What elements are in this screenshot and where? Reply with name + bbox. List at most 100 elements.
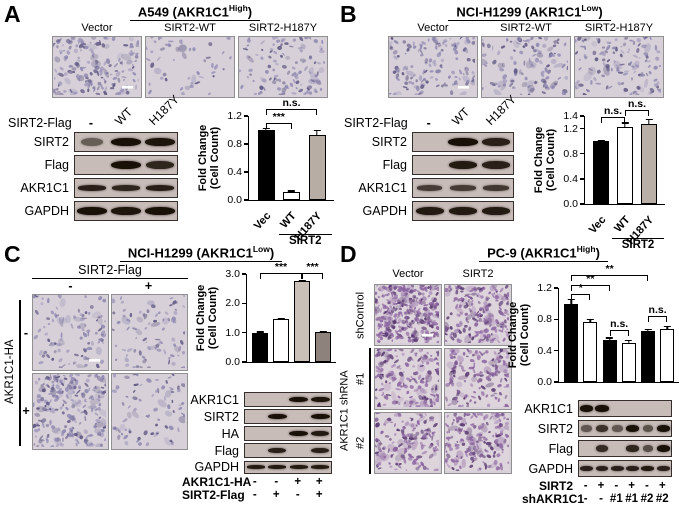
y-tick-label: 0.4 <box>537 344 552 357</box>
bar <box>308 134 326 200</box>
protein-band <box>289 430 309 437</box>
blot-target-label: Flag <box>44 158 69 172</box>
col-sign-minus: - <box>68 279 73 293</box>
blot-strip <box>244 392 332 407</box>
blot-lane <box>656 421 671 436</box>
blot-lane-header: H187Y <box>479 92 519 130</box>
title-superscript: High <box>576 244 596 254</box>
blot-lane <box>579 441 594 456</box>
blot-strip <box>412 132 514 152</box>
bar-chart-C: Fold Change (Cell Count) 0.0 1.0 2.0 3.0 *** **… <box>194 258 336 367</box>
y-axis-label-line: (Cell Count) <box>209 126 221 190</box>
y-tick-mark <box>579 178 584 180</box>
blot-lane-header: H187Y <box>142 92 182 130</box>
title-text: A549 (AKR1C1 <box>137 4 229 20</box>
significance-bracket: *** <box>260 261 302 280</box>
blot-row: GAPDH <box>344 201 514 221</box>
western-blot-A: SIRT2-Flag - WT H187Y SIRT2 Flag AKR1C1 GAPDH <box>8 92 182 224</box>
blot-strip <box>244 443 332 458</box>
significance-label: n.s. <box>603 105 623 118</box>
micrograph-ha-plus-flag-minus <box>32 373 109 450</box>
blot-lane <box>656 401 671 416</box>
blot-lane <box>640 401 655 416</box>
bar <box>602 340 617 382</box>
blot-row: SIRT2 <box>8 132 178 152</box>
significance-bracket: * <box>571 282 591 301</box>
blot-lane <box>75 202 109 220</box>
blot-target-label: SIRT2 <box>537 421 573 436</box>
bar <box>641 331 655 382</box>
significance-label: *** <box>272 111 285 123</box>
column-signs: - + <box>32 279 188 293</box>
blot-row: AKR1C1 <box>344 178 514 198</box>
y-axis-label-line: (Cell Count) <box>207 286 219 350</box>
y-tick-label: 0.0 <box>225 356 240 368</box>
blot-lane <box>625 421 640 436</box>
condition-sign: - <box>252 476 257 488</box>
row-group-line <box>19 300 21 446</box>
row-group-label-akr1c1-shrna: AKR1C1 shRNA <box>338 370 351 452</box>
micrograph-ha-plus-flag-plus <box>111 373 188 450</box>
row-group-line <box>369 348 371 474</box>
y-tick-mark <box>241 331 246 334</box>
blot-target-label: AKR1C1 <box>190 392 239 407</box>
error-bar <box>600 139 602 142</box>
title-text: ) <box>247 4 253 20</box>
blot-lane <box>288 462 310 473</box>
micrograph-sh1-sirt2 <box>444 348 512 410</box>
error-bar <box>624 122 626 128</box>
x-group-label: SIRT2 <box>612 238 664 251</box>
blot-row: Flag <box>522 440 672 457</box>
title-superscript: Low <box>252 244 270 254</box>
blot-lane <box>610 461 625 476</box>
protein-band <box>482 206 511 216</box>
protein-band <box>80 137 104 147</box>
condition-sign: #2 <box>655 493 669 505</box>
blot-lane <box>594 421 609 436</box>
blot-lane <box>245 427 267 440</box>
significance-label: n.s. <box>610 318 629 331</box>
bar-chart-A: Fold Change (Cell Count) 0.0 0.4 0.8 1.2 *** n.… <box>196 97 334 247</box>
error-bar <box>322 330 324 333</box>
significance-bracket: n.s. <box>266 97 317 115</box>
protein-band <box>595 445 609 452</box>
significance-bracket: *** <box>266 111 292 129</box>
condition-sign: + <box>315 489 323 501</box>
bar <box>564 303 579 382</box>
y-axis-label: Fold Change (Cell Count) <box>194 274 220 362</box>
title-text: NCI-H1299 (AKR1C1 <box>456 4 582 20</box>
blot-lane <box>610 441 625 456</box>
y-tick-mark <box>553 318 558 321</box>
protein-band <box>656 445 671 452</box>
blot-strip <box>412 178 514 198</box>
y-axis-label-line: (Cell Count) <box>519 303 531 367</box>
blot-row: AKR1C1 <box>182 392 332 407</box>
condition-sign: + <box>272 489 280 501</box>
blot-row: HA <box>182 426 332 441</box>
blot-lane <box>594 401 609 416</box>
blot-row: AKR1C1 <box>522 400 672 417</box>
blot-lane <box>656 441 671 456</box>
protein-band <box>595 425 609 432</box>
blot-lane <box>579 461 594 476</box>
protein-band <box>579 405 594 412</box>
blot-strip <box>244 426 332 441</box>
blot-lane <box>245 393 267 406</box>
panel-B-title: NCI-H1299 (AKR1C1Low) <box>396 3 663 22</box>
panel-letter-D: D <box>340 241 357 267</box>
y-tick-label: 3.0 <box>225 268 240 280</box>
blot-lane <box>594 461 609 476</box>
y-axis: 0.0 0.4 0.8 1.2 <box>532 283 558 387</box>
error-bar <box>570 298 572 304</box>
blot-row: Flag <box>182 443 332 458</box>
blot-row: Flag <box>344 155 514 175</box>
blot-lane <box>310 444 332 457</box>
blot-row: SIRT2 <box>182 409 332 424</box>
error-bar <box>647 328 649 332</box>
blot-strip <box>74 201 178 221</box>
y-tick-mark <box>243 171 248 173</box>
blot-lane <box>656 461 671 476</box>
micrograph-row <box>52 36 328 98</box>
blot-lane <box>625 461 640 476</box>
